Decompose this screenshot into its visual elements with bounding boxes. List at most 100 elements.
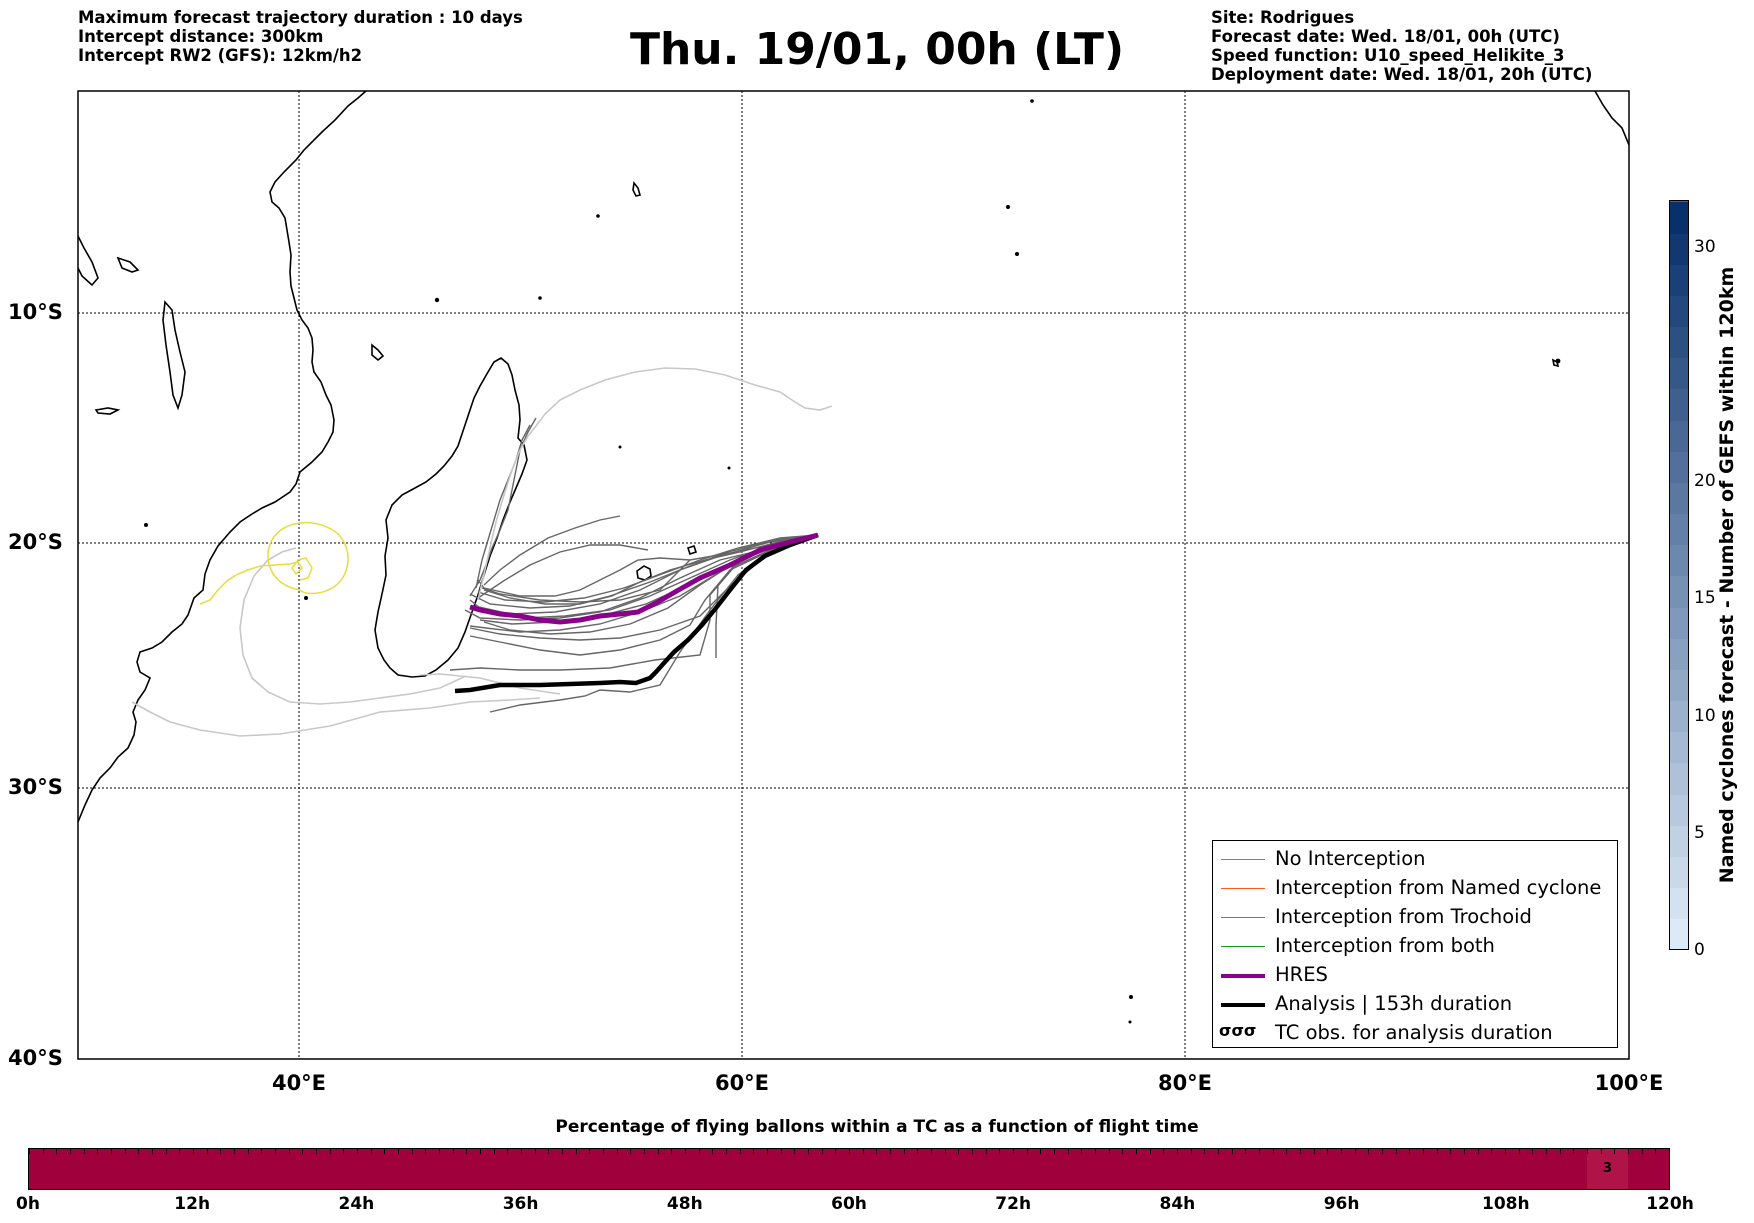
flight-bar-minor-tick bbox=[712, 1149, 714, 1154]
legend-label: Interception from Named cyclone bbox=[1275, 876, 1602, 899]
forecast-date-text: Forecast date: Wed. 18/01, 00h (UTC) bbox=[1211, 27, 1560, 46]
flight-bar-minor-tick bbox=[548, 1149, 550, 1154]
colorbar-tick-label: 30 bbox=[1694, 236, 1716, 257]
colorbar-segment bbox=[1670, 855, 1688, 889]
flight-bar-minor-tick bbox=[1532, 1149, 1534, 1154]
flight-bar-tick-label: 120h bbox=[1646, 1194, 1694, 1214]
flight-bar-minor-tick bbox=[903, 1149, 905, 1154]
hres-trajectory bbox=[469, 532, 819, 625]
flight-bar-minor-tick bbox=[862, 1149, 864, 1154]
trajectory-line bbox=[474, 534, 819, 615]
flight-bar-minor-tick bbox=[603, 1149, 604, 1154]
flight-bar-minor-tick bbox=[1054, 1149, 1055, 1154]
flight-bar-minor-tick bbox=[316, 1149, 317, 1154]
colorbar-segment bbox=[1670, 294, 1688, 328]
island-10 bbox=[727, 466, 731, 470]
flight-bar-minor-tick bbox=[1108, 1149, 1110, 1154]
site-text: Site: Rodrigues bbox=[1211, 8, 1355, 27]
flight-bar-minor-tick bbox=[657, 1149, 659, 1154]
lon-label-80e: 80°E bbox=[1157, 1071, 1213, 1095]
colorbar-tick-label: 5 bbox=[1694, 822, 1705, 843]
flight-bar-minor-tick bbox=[1395, 1149, 1397, 1154]
coastline-africa-west bbox=[77, 235, 99, 287]
colorbar-tick-label: 15 bbox=[1694, 588, 1716, 609]
colorbar-segment bbox=[1670, 699, 1688, 733]
flight-bar-minor-tick bbox=[562, 1149, 563, 1154]
max-duration-text: Maximum forecast trajectory duration : 1… bbox=[78, 8, 523, 27]
legend-label: Interception from Trochoid bbox=[1275, 905, 1532, 928]
legend-label: TC obs. for analysis duration bbox=[1275, 1021, 1553, 1044]
coastline-reunion bbox=[686, 544, 698, 556]
flight-bar-minor-tick bbox=[439, 1149, 440, 1154]
flight-bar-minor-tick bbox=[83, 1149, 85, 1154]
flight-bar-minor-tick bbox=[1491, 1149, 1493, 1154]
flight-bar-minor-tick bbox=[630, 1149, 632, 1154]
flight-bar-minor-tick bbox=[1600, 1149, 1602, 1154]
legend-swatch bbox=[1221, 1003, 1265, 1007]
flight-bar-minor-tick bbox=[97, 1149, 99, 1154]
flight-bar-minor-tick bbox=[616, 1149, 618, 1154]
flight-bar-minor-tick bbox=[1409, 1149, 1411, 1154]
flight-bar-minor-tick bbox=[1067, 1149, 1069, 1154]
flight-bar-minor-tick bbox=[42, 1149, 44, 1154]
flight-bar-minor-tick bbox=[1300, 1149, 1301, 1154]
coastline-corner bbox=[1594, 90, 1630, 146]
flight-bar-minor-tick bbox=[329, 1149, 331, 1154]
trajectory-line bbox=[475, 424, 531, 589]
intercept-distance-text: Intercept distance: 300km bbox=[78, 27, 324, 46]
legend-item-hres: HRES bbox=[1213, 961, 1617, 990]
legend-swatch bbox=[1221, 917, 1265, 918]
flight-bar-minor-tick bbox=[56, 1149, 58, 1154]
colorbar-segment bbox=[1670, 637, 1688, 670]
trajectory-line bbox=[477, 544, 649, 599]
colorbar-segment bbox=[1670, 263, 1688, 296]
flight-bar-tick-label: 84h bbox=[1159, 1194, 1196, 1214]
flight-bar-minor-tick bbox=[1081, 1149, 1083, 1154]
flight-bar-minor-tick bbox=[1546, 1149, 1547, 1154]
flight-bar-minor-tick bbox=[1026, 1149, 1028, 1154]
flight-bar-minor-tick bbox=[958, 1149, 960, 1154]
flight-bar-minor-tick bbox=[343, 1149, 345, 1154]
legend-item-named-cyclone: Interception from Named cyclone bbox=[1213, 874, 1617, 903]
light-trajectories bbox=[131, 367, 833, 737]
flight-bar-minor-tick bbox=[507, 1149, 509, 1154]
flight-bar-minor-tick bbox=[124, 1149, 126, 1154]
flight-bar-minor-tick bbox=[206, 1149, 208, 1154]
legend-label: Analysis | 153h duration bbox=[1275, 992, 1513, 1015]
flight-bar-minor-tick bbox=[165, 1149, 167, 1154]
trajectory-line bbox=[449, 534, 819, 671]
colorbar-segment bbox=[1670, 450, 1688, 483]
flight-bar-minor-tick bbox=[1354, 1149, 1356, 1154]
flight-bar-minor-tick bbox=[698, 1149, 700, 1154]
flight-bar-minor-tick bbox=[1095, 1149, 1096, 1154]
flight-bar-minor-tick bbox=[1669, 1149, 1670, 1154]
trajectory-loop-yellow bbox=[267, 522, 349, 595]
flight-bar-minor-tick bbox=[1272, 1149, 1274, 1154]
legend-swatch bbox=[1221, 888, 1265, 889]
legend-item-both: Interception from both bbox=[1213, 932, 1617, 961]
colorbar-segment bbox=[1670, 730, 1688, 764]
flight-bar-minor-tick bbox=[220, 1149, 222, 1154]
flight-bar-minor-tick bbox=[1286, 1149, 1288, 1154]
flight-bar-minor-tick bbox=[726, 1149, 727, 1154]
coastline-africa bbox=[77, 90, 367, 823]
lat-label-30s: 30°S bbox=[8, 775, 63, 799]
colorbar-segment bbox=[1670, 481, 1688, 515]
flight-bar-tick-label: 60h bbox=[831, 1194, 867, 1214]
lon-label-60e: 60°E bbox=[714, 1071, 770, 1095]
flight-bar-minor-tick bbox=[575, 1149, 577, 1154]
small-islands bbox=[144, 99, 1561, 1024]
colorbar-segment bbox=[1670, 793, 1688, 826]
flight-bar-minor-tick bbox=[808, 1149, 809, 1154]
tc-obs-symbol-icon: σσσ bbox=[1219, 1021, 1257, 1040]
island-8 bbox=[1129, 995, 1133, 999]
yellow-trajectory bbox=[199, 522, 349, 605]
flight-bar-minor-tick bbox=[179, 1149, 181, 1154]
colorbar-tick-label: 10 bbox=[1694, 705, 1716, 726]
flight-bar-minor-tick bbox=[917, 1149, 919, 1154]
flight-bar-minor-tick bbox=[1245, 1149, 1247, 1154]
coastline-lake bbox=[162, 300, 186, 411]
flight-bar-tick-label: 12h bbox=[174, 1194, 211, 1214]
flight-bar-minor-tick bbox=[534, 1149, 536, 1154]
cyclone-colorbar bbox=[1669, 200, 1689, 950]
